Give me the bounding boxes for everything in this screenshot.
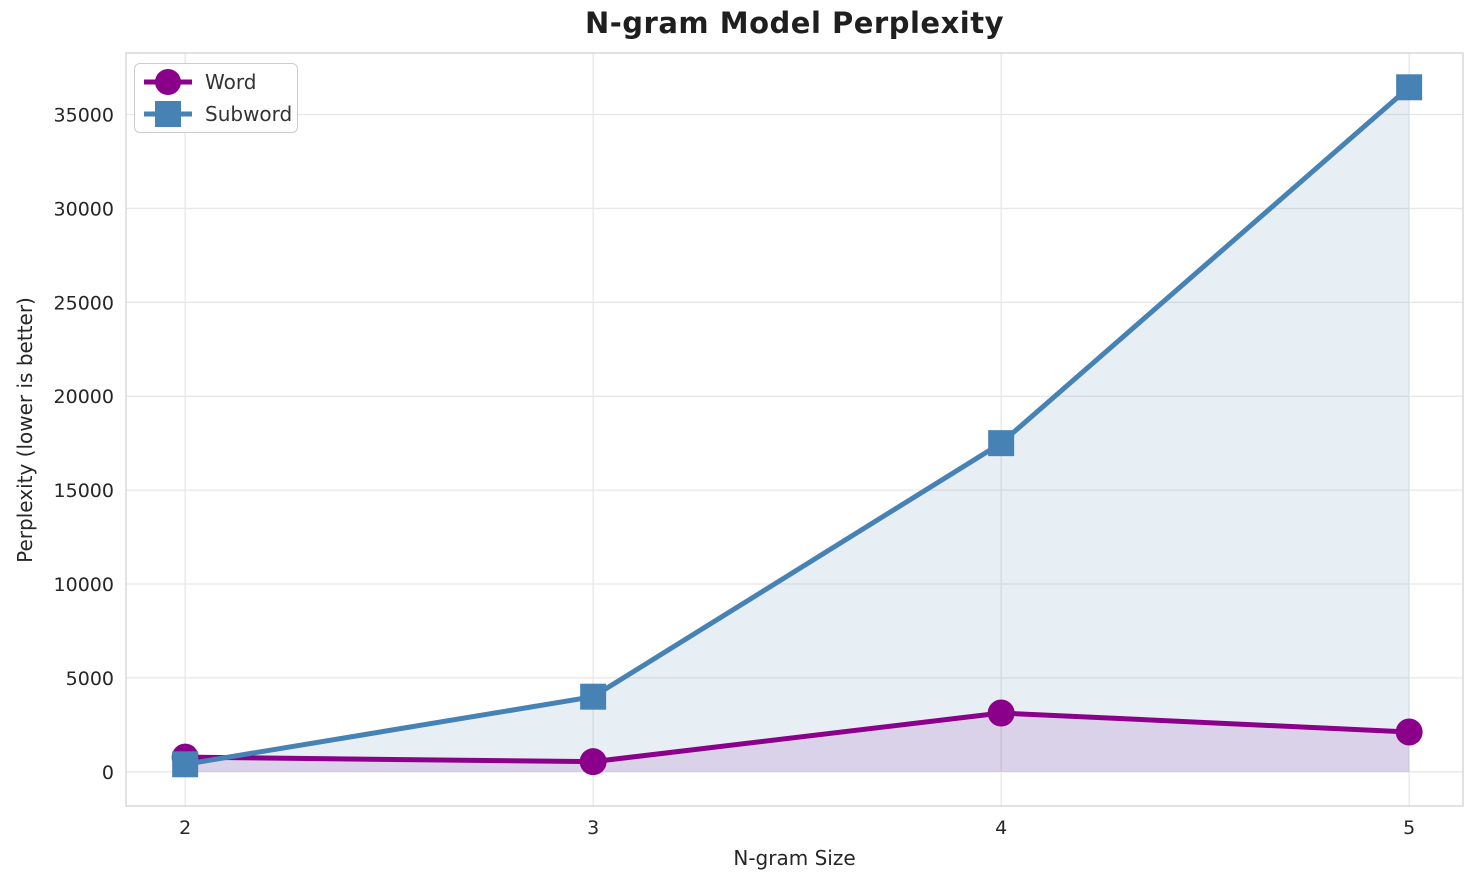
x-tick-label: 4 [995,817,1007,839]
y-axis-label: Perplexity (lower is better) [13,297,37,563]
y-tick-label: 15000 [54,480,114,502]
y-tick-label: 10000 [54,574,114,596]
y-tick-label: 0 [102,762,114,784]
y-tick-label: 5000 [66,668,114,690]
subword-series-marker-icon [144,101,192,127]
y-tick-label: 20000 [54,386,114,408]
chart-title: N-gram Model Perplexity [584,6,1004,40]
legend-label-word: Word [205,70,257,94]
x-tick-label: 5 [1403,817,1415,839]
legend: Word Subword [134,63,298,133]
legend-item-subword: Subword [144,98,297,130]
y-tick-label: 25000 [54,292,114,314]
x-tick-label: 3 [587,817,599,839]
x-axis-label: N-gram Size [733,846,856,870]
legend-label-subword: Subword [205,102,293,126]
x-tick-label: 2 [179,817,191,839]
y-tick-label: 35000 [54,105,114,127]
legend-item-word: Word [144,66,297,98]
y-tick-label: 30000 [54,198,114,220]
word-series-marker-icon [144,69,192,95]
